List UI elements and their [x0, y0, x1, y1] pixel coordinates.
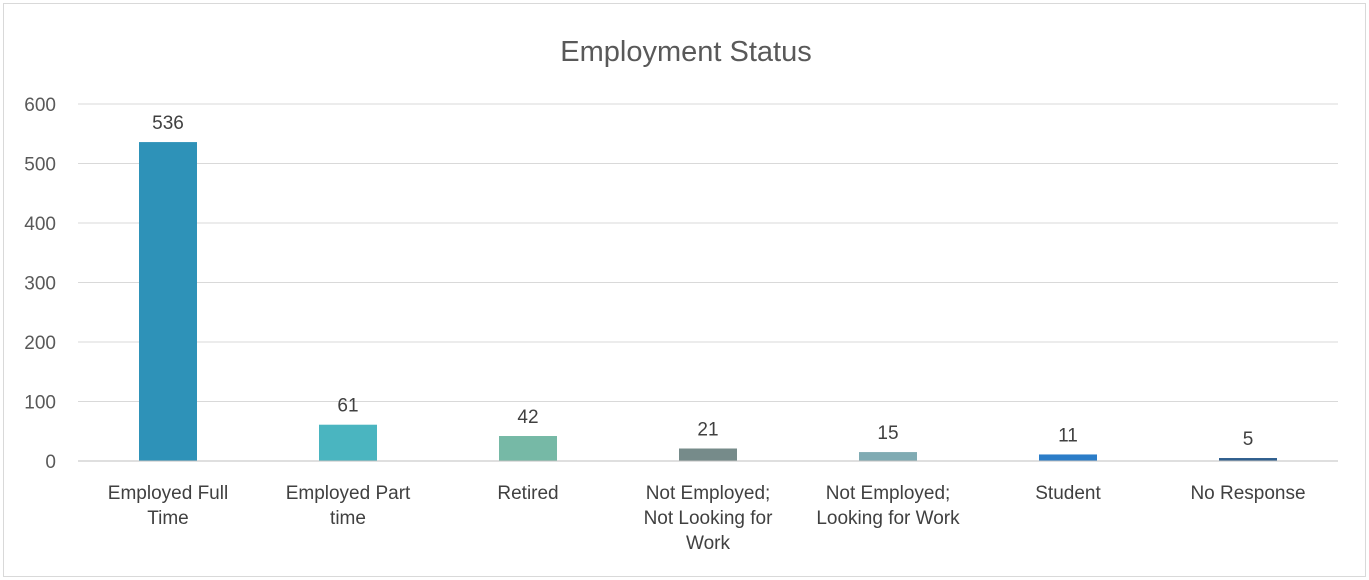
x-tick-label-line: Not Employed;	[646, 483, 771, 504]
x-tick-label: No Response	[1190, 483, 1305, 504]
x-tick-label: Employed Full Time	[108, 483, 228, 529]
chart-frame	[3, 3, 1366, 577]
x-tick-label-line: Retired	[497, 483, 558, 504]
data-label: 21	[697, 420, 718, 441]
data-label: 536	[152, 113, 184, 134]
bars	[139, 142, 1277, 461]
y-tick-label: 100	[24, 393, 56, 414]
y-tick-label: 200	[24, 333, 56, 354]
chart-title: Employment Status	[560, 36, 811, 68]
x-tick-label-line: Time	[147, 508, 189, 529]
x-tick-label: Employed Part time	[286, 483, 411, 529]
x-tick-label-line: Employed Full	[108, 483, 228, 504]
y-tick-label: 400	[24, 214, 56, 235]
data-label: 15	[877, 423, 898, 444]
x-tick-label: Retired	[497, 483, 558, 504]
data-label: 61	[337, 396, 358, 417]
x-tick-label-line: No Response	[1190, 483, 1305, 504]
y-tick-label: 0	[45, 452, 56, 473]
y-tick-label: 500	[24, 155, 56, 176]
x-tick-label-line: Employed Part	[286, 483, 411, 504]
data-label: 5	[1243, 429, 1254, 450]
bar	[499, 436, 557, 461]
bar	[319, 424, 377, 461]
x-tick-label: Student	[1035, 483, 1101, 504]
y-tick-label: 600	[24, 95, 56, 116]
x-tick-label: Not Employed; Not Looking for Work	[644, 483, 774, 554]
y-axis-ticks: 0 100 200 300 400 500 600	[24, 95, 56, 473]
gridlines	[78, 103, 1338, 402]
x-tick-label: Not Employed; Looking for Work	[816, 483, 960, 529]
bar	[1219, 458, 1277, 461]
x-tick-label-line: Work	[686, 533, 730, 554]
data-label: 11	[1058, 425, 1078, 446]
bar	[679, 448, 737, 461]
y-tick-label: 300	[24, 274, 56, 295]
category-labels: Employed Full Time Employed Part time Retire…	[108, 483, 1306, 554]
bar	[859, 452, 917, 461]
x-tick-label-line: Student	[1035, 483, 1101, 504]
x-tick-label-line: time	[330, 508, 366, 529]
x-tick-label-line: Not Employed;	[826, 483, 951, 504]
data-label: 42	[517, 407, 538, 428]
x-tick-label-line: Looking for Work	[816, 508, 960, 529]
bar	[1039, 454, 1097, 461]
bar	[139, 142, 197, 461]
x-tick-label-line: Not Looking for	[644, 508, 774, 529]
data-labels: 536 61 42 21 15 11 5	[152, 113, 1253, 450]
